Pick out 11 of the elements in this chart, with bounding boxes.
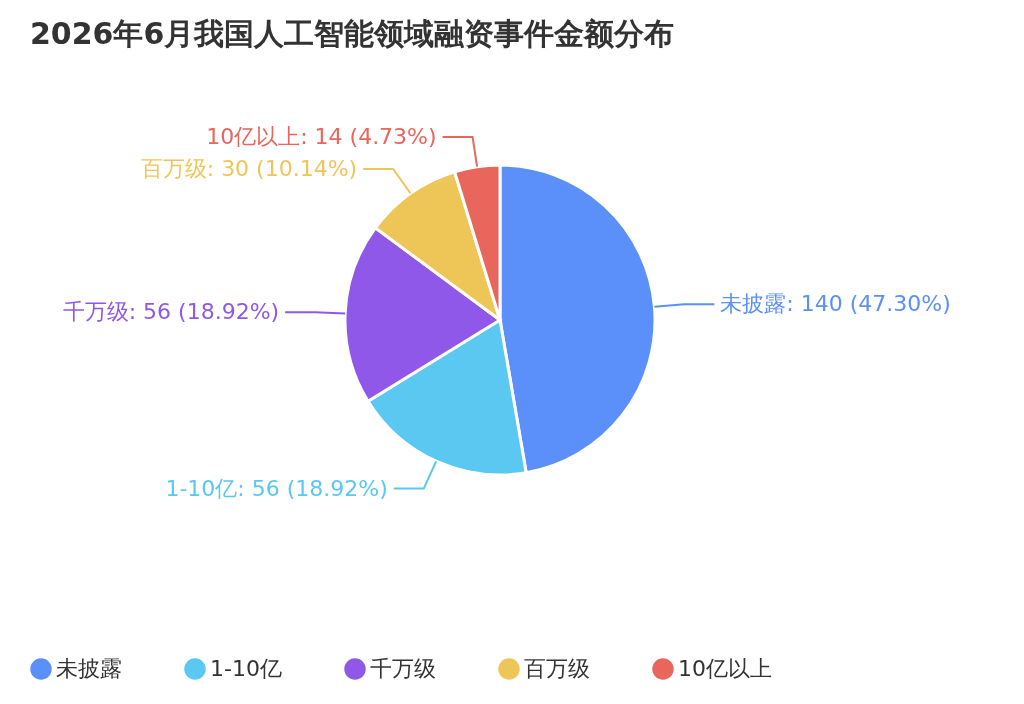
data-label: 未披露: 140 (47.30%) <box>720 291 951 317</box>
legend-label: 未披露 <box>56 656 122 681</box>
legend-label: 1-10亿 <box>210 656 282 681</box>
data-label: 千万级: 56 (18.92%) <box>62 299 280 325</box>
legend-label: 千万级 <box>370 656 436 681</box>
data-label: 百万级: 30 (10.14%) <box>140 155 358 181</box>
chart-title: 2026年6月我国人工智能领域融资事件金额分布 <box>30 16 675 51</box>
data-label: 1-10亿: 56 (18.92%) <box>165 475 388 501</box>
legend-label: 百万级 <box>524 656 590 681</box>
data-label: 10亿以上: 14 (4.73%) <box>206 124 437 150</box>
legend-label: 10亿以上 <box>678 656 772 681</box>
